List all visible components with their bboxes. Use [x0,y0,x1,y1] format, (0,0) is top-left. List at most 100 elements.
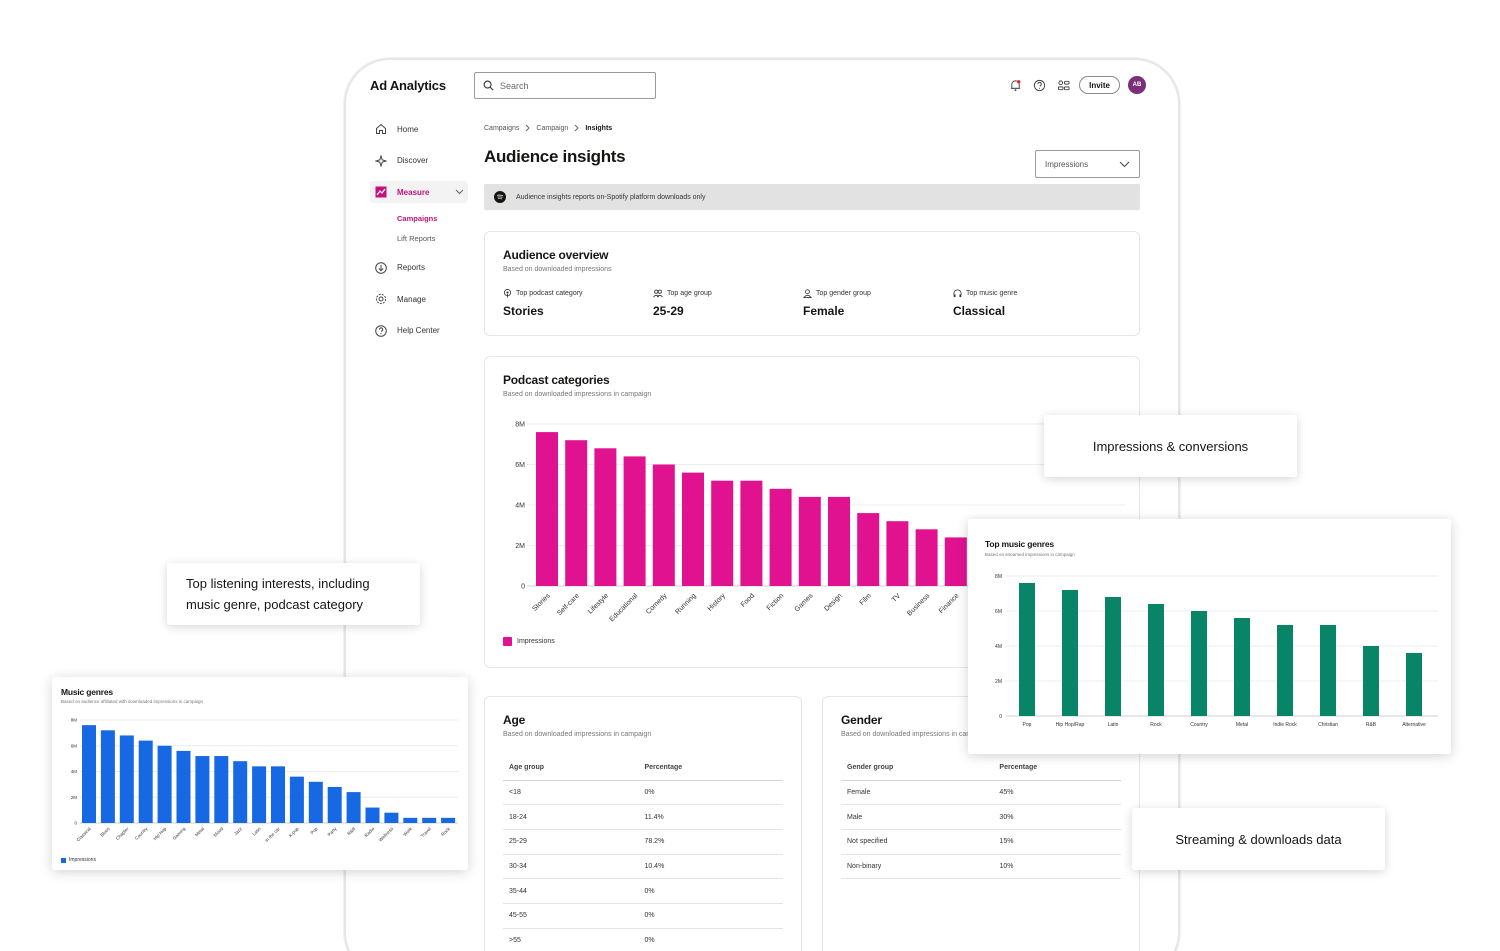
invite-button[interactable]: Invite [1079,76,1120,94]
chart-bar [1320,625,1336,716]
table-cell: 15% [993,829,1121,855]
sidebar-item-label: Manage [397,294,426,304]
x-tick-label: Wellness [378,826,395,843]
table-cell: Not specified [841,829,994,855]
x-tick-label: Country [134,826,149,841]
chevron-down-icon[interactable] [455,188,464,197]
sidebar-item-discover[interactable]: Discover [370,150,468,172]
sidebar-subnav: Campaigns Lift Reports [397,209,468,249]
sidebar-item-label: Measure [397,187,430,197]
sidebar-subitem-campaigns[interactable]: Campaigns [397,213,438,223]
y-tick-label: 4M [71,769,78,774]
metric-label: Top age group [667,290,712,297]
gender-table: Gender group Percentage Female 45% Male 30… [841,756,1121,880]
sidebar-subitem-lift-reports[interactable]: Lift Reports [397,233,436,243]
legend-label: Impressions [69,857,96,863]
sidebar: Home Discover Measure Campaigns Lift Rep… [370,118,468,351]
chevron-right-icon [574,124,580,132]
x-tick-label: Classical [76,826,92,842]
card-title: Audience overview [503,248,609,262]
search-input[interactable] [500,80,640,91]
x-tick-label: Metal [1236,722,1248,728]
x-tick-label: Work [402,826,413,837]
chart-bar [536,432,558,586]
chart-bar [384,812,399,823]
callout-text: Impressions & conversions [1092,438,1249,454]
legend-label: Impressions [517,638,555,645]
music-genres-chart: 0 2M 4M 6M 8M Classical Blues Chapter Country Hip… [71,718,458,843]
chart-bar [289,776,304,823]
x-tick-label: Pop [309,826,319,836]
chart-bar [82,725,96,823]
x-tick-label: Hip Hop/Rap [1056,722,1085,728]
avatar[interactable]: AB [1128,76,1146,94]
chart-bar [233,761,248,823]
overview-metric: Top age group 25-29 [653,289,803,318]
breadcrumb-campaign[interactable]: Campaign [536,124,569,132]
table-cell: Non-binary [841,854,994,880]
chart-bar [1062,590,1078,716]
x-tick-label: Self-care [556,592,581,617]
breadcrumb: Campaigns Campaign Insights [484,122,1140,134]
x-tick-label: Comedy [645,592,669,616]
download-icon [374,261,388,275]
y-tick-label: 6M [515,462,525,469]
top-music-genres-chart: 0 2M 4M 6M 8M Pop Hip Hop/Rap Latin Rock Country M… [995,574,1438,728]
sidebar-item-manage[interactable]: Manage [370,288,468,310]
y-tick-label: 6M [71,743,78,748]
sidebar-item-measure[interactable]: Measure [370,181,468,203]
audience-overview-card: Audience overview Based on downloaded im… [484,231,1140,336]
chart-bar [1019,583,1035,716]
column-header: Gender group [841,756,994,781]
page-title: Audience insights [484,147,626,166]
table-row: Female 45% [841,780,1121,806]
x-tick-label: Travel [420,826,432,838]
chart-bar [740,480,763,586]
chart-bar [157,745,172,823]
table-row: 18-24 11.4% [503,804,783,830]
breadcrumb-campaigns[interactable]: Campaigns [484,124,520,132]
y-tick-label: 0 [999,714,1002,720]
search-box[interactable] [474,72,656,99]
table-cell: 78.2% [638,829,783,855]
sidebar-item-help-center[interactable]: Help Center [370,320,468,342]
x-tick-label: R&B [346,826,356,836]
chart-bar [1363,646,1379,716]
chart-bar [365,807,380,823]
apps-icon[interactable] [1055,77,1071,93]
y-tick-label: 0 [521,583,525,590]
gear-icon [374,292,388,306]
card-subtitle: Based on downloaded impressions in campa… [841,731,990,738]
x-tick-label: Latin [1108,722,1119,728]
sidebar-item-label: Discover [397,156,429,165]
card-subtitle: Based on downloaded impressions in campa… [503,731,652,738]
x-tick-label: Finance [938,592,961,615]
column-header: Percentage [638,756,783,781]
x-tick-label: Pop [1023,722,1032,728]
y-tick-label: 8M [995,574,1002,580]
column-header: Age group [503,756,639,781]
chart-legend: Impressions [503,637,555,646]
metric-select[interactable]: Impressions [1035,150,1140,178]
x-tick-label: Jazz [233,826,244,837]
chart-bar [327,786,342,823]
card-subtitle: Based on audience affiliated with downlo… [61,699,204,704]
chart-bar [346,792,361,823]
notice-banner: Audience insights reports on-Spotify pla… [484,184,1140,210]
chart-bar [769,488,792,586]
x-tick-label: Running [674,592,697,615]
card-title: Age [503,713,526,727]
sidebar-item-home[interactable]: Home [370,118,468,140]
bell-icon[interactable] [1007,77,1023,93]
sidebar-item-reports[interactable]: Reports [370,257,468,279]
table-row: <18 0% [503,780,783,806]
home-icon [374,122,388,136]
sidebar-item-label: Reports [397,263,426,272]
help-circle-icon[interactable] [1031,77,1047,93]
chart-bar [1234,618,1250,716]
chart-bar [1191,611,1207,716]
x-tick-label: Blues [99,826,111,838]
x-tick-label: R&B [1366,722,1377,728]
metric-select-value: Impressions [1045,159,1089,169]
column-header: Percentage [993,756,1121,781]
